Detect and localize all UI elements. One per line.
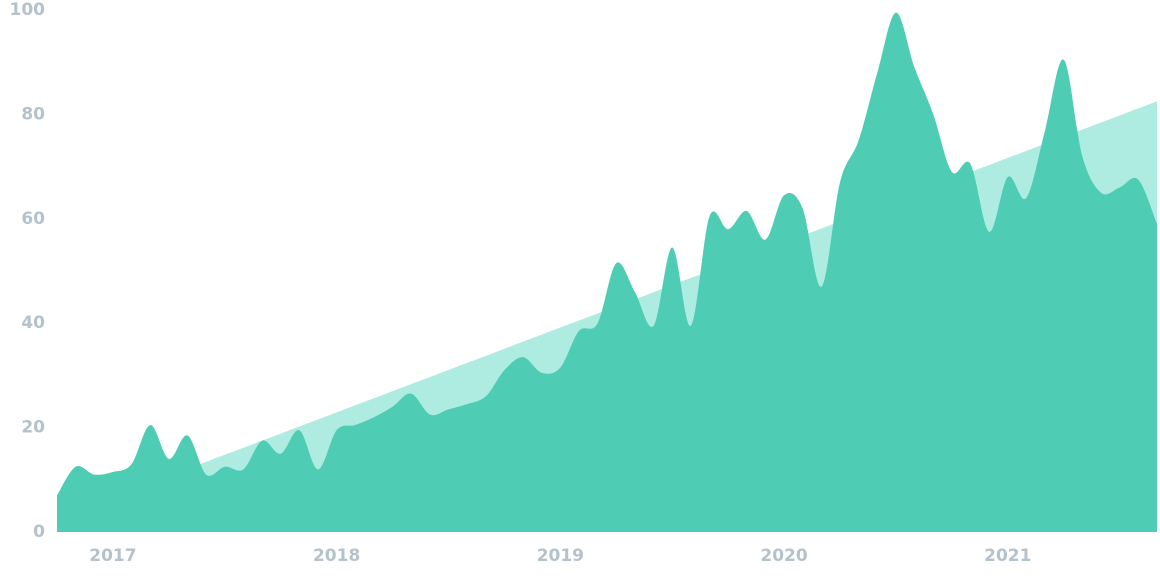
y-tick-label: 80 [21,104,45,124]
area [57,12,1157,532]
x-tick-label: 2019 [537,546,584,566]
x-tick-label: 2020 [760,546,807,566]
y-tick-label: 0 [33,522,45,542]
y-tick-label: 20 [21,418,45,438]
y-tick-label: 100 [10,0,46,20]
y-tick-label: 60 [21,209,45,229]
x-tick-label: 2018 [313,546,360,566]
x-tick-label: 2017 [89,546,136,566]
y-tick-label: 40 [21,313,45,333]
x-tick-label: 2021 [984,546,1031,566]
